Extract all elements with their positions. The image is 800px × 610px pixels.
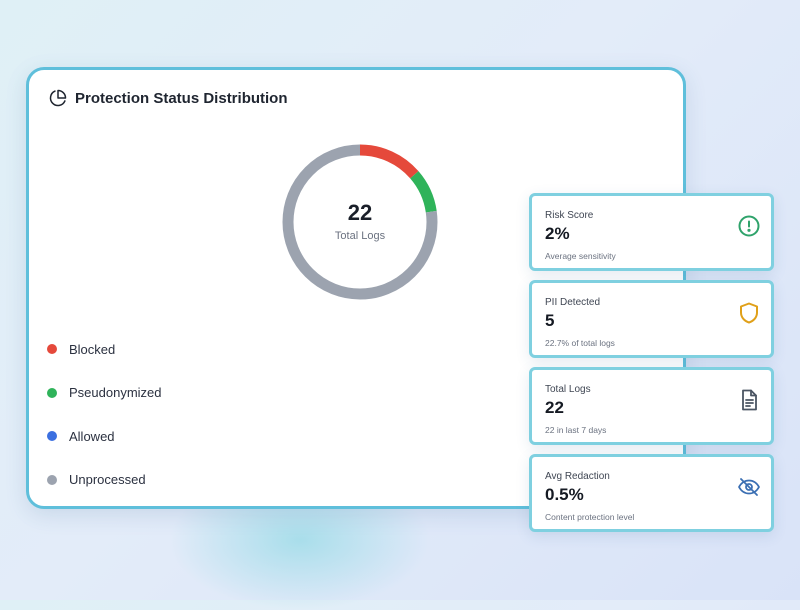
legend-dot: [47, 431, 57, 441]
stat-label: PII Detected: [545, 297, 601, 308]
eye-off-icon: [738, 478, 760, 496]
shield-icon: [740, 302, 758, 324]
stat-subtext: Average sensitivity: [545, 251, 616, 261]
legend-label: Pseudonymized: [69, 385, 162, 400]
donut-total-value: 22: [347, 200, 373, 225]
stat-value: 22: [545, 398, 564, 417]
stat-value: 0.5%: [545, 485, 584, 504]
donut-svg: [282, 144, 438, 300]
legend-dot: [47, 344, 57, 354]
stat-subtext: 22.7% of total logs: [545, 338, 615, 348]
pie-chart-icon: [49, 89, 67, 107]
donut-segment-unprocessed[interactable]: [282, 144, 438, 300]
pii-detected-card[interactable]: PII Detected 5 22.7% of total logs: [529, 280, 774, 358]
stat-subtext: 22 in last 7 days: [545, 425, 607, 435]
legend-item-blocked[interactable]: Blocked: [47, 338, 162, 360]
card-title: Protection Status Distribution: [75, 89, 288, 107]
avg-redaction-card[interactable]: Avg Redaction 0.5% Content protection le…: [529, 454, 774, 532]
legend-label: Unprocessed: [69, 472, 146, 487]
card-header: Protection Status Distribution: [49, 89, 288, 107]
document-icon: [742, 389, 757, 411]
risk-score-card[interactable]: Risk Score 2% Average sensitivity: [529, 193, 774, 271]
stat-value: 5: [545, 311, 555, 330]
donut-chart: 22 Total Logs: [280, 142, 440, 302]
legend-dot: [47, 474, 57, 485]
legend-item-allowed[interactable]: Allowed: [47, 425, 162, 447]
stat-label: Avg Redaction: [545, 471, 610, 482]
stat-subtext: Content protection level: [545, 512, 635, 522]
stat-value: 2%: [545, 224, 570, 243]
total-logs-card[interactable]: Total Logs 22 22 in last 7 days: [529, 367, 774, 445]
legend-dot: [47, 387, 57, 398]
legend-item-unprocessed[interactable]: Unprocessed: [47, 469, 162, 491]
donut-center: 22 Total Logs: [280, 142, 440, 302]
alert-circle-icon: [738, 215, 760, 237]
donut-total-label: Total Logs: [334, 230, 386, 242]
legend-item-pseudonymized[interactable]: Pseudonymized: [47, 382, 162, 404]
stat-label: Risk Score: [545, 210, 594, 221]
legend: Blocked Pseudonymized Allowed Unprocesse…: [47, 338, 162, 512]
legend-label: Allowed: [69, 428, 115, 444]
stat-label: Total Logs: [545, 384, 591, 395]
legend-label: Blocked: [69, 341, 116, 357]
